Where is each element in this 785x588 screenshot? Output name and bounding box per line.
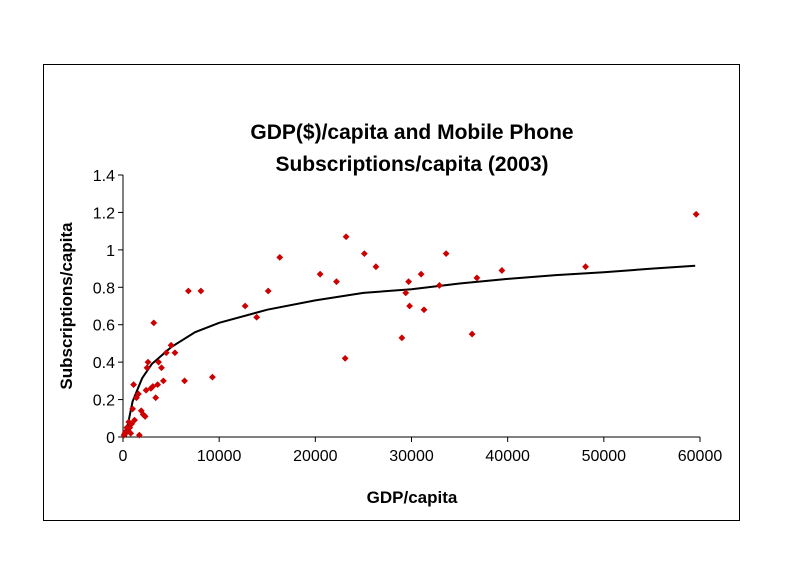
data-point <box>253 313 261 321</box>
y-tick-label: 0 <box>106 430 115 447</box>
data-point <box>360 250 368 257</box>
x-tick-label: 10000 <box>197 448 242 465</box>
data-point <box>155 358 162 366</box>
x-axis-ticks: 0 10000 20000 30000 40000 50000 60000 <box>119 437 723 465</box>
data-point <box>127 429 135 437</box>
x-tick-label: 40000 <box>485 448 530 465</box>
data-point <box>442 250 450 257</box>
y-tick-label: 0.4 <box>93 355 115 372</box>
data-point <box>468 330 476 338</box>
data-point <box>398 334 406 342</box>
data-point <box>181 377 188 385</box>
y-tick-label: 1.4 <box>93 168 115 185</box>
y-tick-label: 0.8 <box>93 280 115 297</box>
chart-title-line-1: GDP($)/capita and Mobile Phone <box>250 121 573 144</box>
y-tick-label: 1.2 <box>93 205 115 222</box>
data-point <box>435 282 443 289</box>
data-point <box>405 278 413 286</box>
data-point <box>342 233 350 241</box>
data-points <box>120 210 700 439</box>
x-axis-label: GDP/capita <box>367 488 458 507</box>
data-point <box>142 386 150 394</box>
data-point <box>167 341 175 349</box>
data-point <box>582 263 589 271</box>
data-point <box>276 253 284 261</box>
data-point <box>143 364 151 372</box>
data-point <box>333 278 340 286</box>
data-point <box>420 306 428 314</box>
data-point <box>209 373 216 381</box>
x-tick-label: 20000 <box>293 448 338 465</box>
data-point <box>473 274 481 282</box>
x-tick-label: 0 <box>119 448 128 465</box>
data-point <box>406 302 413 310</box>
data-point <box>197 287 205 295</box>
data-point <box>152 394 160 402</box>
data-point <box>692 210 700 218</box>
data-point <box>134 390 142 398</box>
data-point <box>184 287 192 295</box>
data-point <box>159 377 167 385</box>
data-point <box>129 405 137 413</box>
data-point <box>154 381 162 388</box>
y-tick-label: 0.2 <box>93 393 115 410</box>
data-point <box>149 383 157 390</box>
data-point <box>402 289 410 297</box>
data-point <box>171 349 179 357</box>
data-point <box>264 287 272 295</box>
data-point <box>130 381 137 388</box>
data-point <box>141 413 149 420</box>
trendline <box>124 264 696 438</box>
chart-frame <box>43 64 740 521</box>
data-point <box>150 319 158 327</box>
y-axis-ticks: 0 0.2 0.4 0.6 0.8 1 1.2 1.4 <box>93 168 123 447</box>
x-tick-label: 30000 <box>389 448 434 465</box>
y-tick-label: 1 <box>106 243 115 260</box>
data-point <box>498 267 506 274</box>
x-tick-label: 50000 <box>582 448 627 465</box>
data-point <box>131 416 138 424</box>
data-point <box>125 418 133 426</box>
data-point <box>241 302 249 310</box>
data-point <box>144 358 152 366</box>
data-point <box>341 355 349 362</box>
chart-title-line-2: Subscriptions/capita (2003) <box>275 153 548 176</box>
y-tick-label: 0.6 <box>93 318 115 335</box>
data-point <box>316 270 324 278</box>
y-axis-label: Subscriptions/capita <box>57 222 76 390</box>
data-point <box>135 431 143 439</box>
x-tick-label: 60000 <box>678 448 723 465</box>
data-point <box>372 263 380 271</box>
data-point <box>162 349 170 357</box>
data-point <box>417 270 425 278</box>
data-point <box>158 364 165 372</box>
